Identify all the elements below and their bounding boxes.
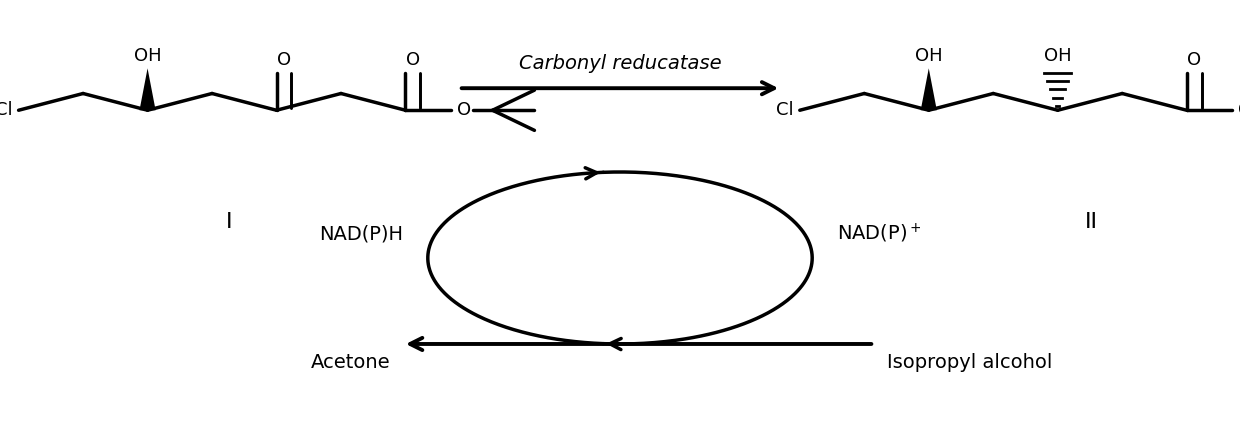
Text: O: O (1187, 51, 1202, 69)
Text: Cl: Cl (0, 101, 12, 119)
Polygon shape (921, 68, 937, 110)
Text: O: O (405, 51, 420, 69)
Text: NAD(P)$^+$: NAD(P)$^+$ (837, 222, 921, 245)
Text: OH: OH (134, 47, 161, 65)
Text: NAD(P)H: NAD(P)H (319, 224, 403, 243)
Text: OH: OH (1044, 47, 1071, 65)
Text: Isopropyl alcohol: Isopropyl alcohol (887, 353, 1052, 372)
Text: Carbonyl reducatase: Carbonyl reducatase (518, 54, 722, 73)
Text: OH: OH (915, 47, 942, 65)
Text: O: O (1238, 101, 1240, 119)
Text: II: II (1085, 212, 1097, 232)
Text: O: O (277, 51, 291, 69)
Polygon shape (139, 68, 156, 110)
Text: O: O (456, 101, 471, 119)
Text: Cl: Cl (776, 101, 794, 119)
Text: Acetone: Acetone (311, 353, 391, 372)
Text: I: I (226, 212, 233, 232)
